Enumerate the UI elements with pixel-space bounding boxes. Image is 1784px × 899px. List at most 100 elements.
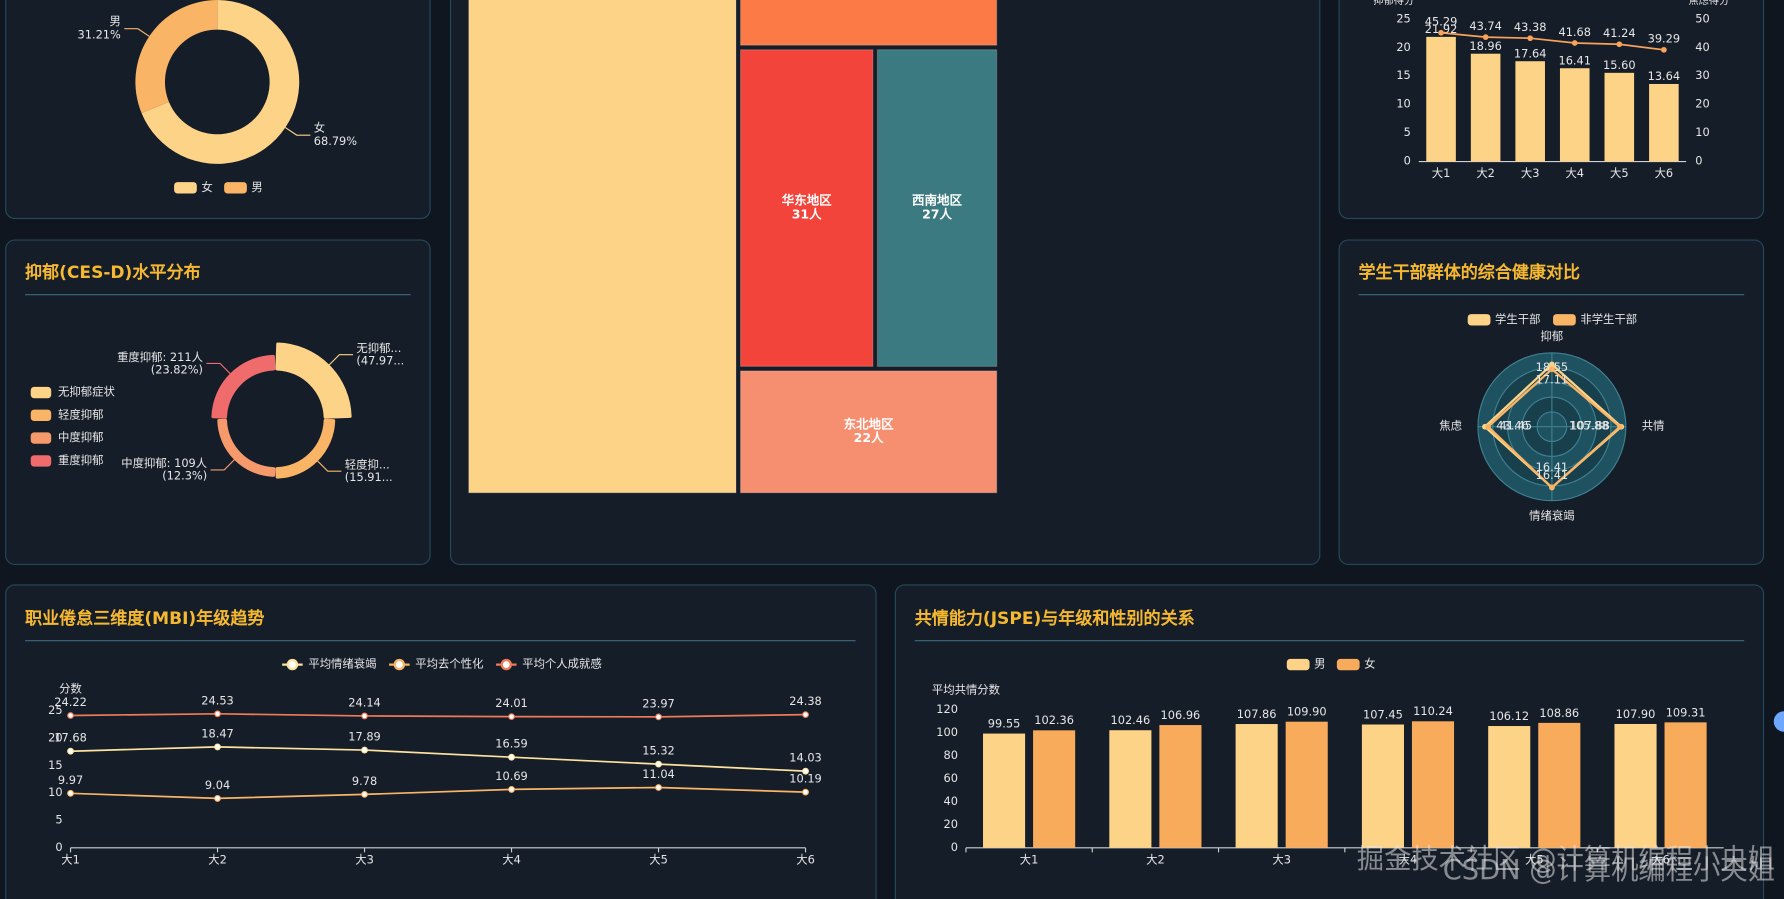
line-point [508,785,515,793]
legend-swatch [1467,314,1491,326]
slice-label: 男 [109,14,120,28]
data-label: 21.92 [1425,22,1458,36]
y-tick-label: 80 [944,748,958,762]
panel [5,584,877,899]
legend-label: 女 [1364,657,1375,671]
bar [1285,721,1328,848]
treemap-cell [739,0,998,46]
data-label: 24.53 [201,693,234,707]
line-point [655,713,662,721]
slice-value: (12.3%) [162,469,207,483]
data-label: 41.45 [1499,419,1532,433]
line-point [1616,41,1623,48]
bar [1559,68,1590,162]
float-button[interactable] [1773,711,1784,732]
x-tick-label: 大2 [1476,166,1495,180]
bar [1109,730,1152,848]
line-point [67,712,74,719]
y-tick-label: 25 [48,703,62,717]
legend-label: 无抑郁症状 [58,385,115,399]
x-tick-label: 大6 [796,852,815,866]
y-tick-label: 10 [48,785,62,799]
slice-value: (47.97... [356,354,404,368]
legend-swatch [30,432,52,444]
radar-point [1485,423,1491,430]
y2-tick-label: 50 [1695,11,1709,25]
line-point [214,710,221,718]
rose-slice [217,418,276,477]
data-label: 24.22 [54,695,87,709]
slice-label: 女 [314,120,325,134]
bar [1235,724,1278,848]
data-label: 102.46 [1110,713,1150,727]
line-point [1438,29,1444,36]
radar-point [1617,423,1623,430]
panel [5,0,431,220]
x-tick-label: 大5 [1610,166,1629,180]
bar [1159,725,1202,848]
data-label: 17.64 [1514,46,1547,60]
data-label: 109.31 [1666,705,1706,719]
y-tick-label: 5 [55,812,62,826]
data-label: 41.24 [1603,26,1636,40]
data-label: 16.41 [1536,468,1569,482]
line-point [1571,40,1578,46]
data-label: 41.68 [1558,25,1591,39]
line-point [361,746,368,754]
legend-label: 平均个人成就感 [522,657,602,671]
radar-point [1549,484,1555,491]
y2-tick-label: 20 [1695,97,1709,111]
bar [983,733,1026,848]
line-point [214,743,221,751]
line-point [802,767,809,775]
y-tick-label: 20 [1396,40,1410,54]
data-label: 39.29 [1648,32,1681,46]
x-tick-label: 大3 [355,852,374,866]
line [1440,31,1664,51]
legend-label: 轻度抑郁 [58,407,103,421]
y-tick-label: 100 [936,725,958,739]
y-tick-label: 25 [1396,11,1410,25]
y2-tick-label: 0 [1695,154,1702,168]
data-label: 24.38 [789,694,822,708]
data-label: 15.60 [1603,58,1636,72]
cell-value: 27人 [922,206,952,221]
leader-line [285,127,311,136]
slice-label: 轻度抑... [345,458,390,472]
line-point [655,760,662,768]
x-tick-label: 大3 [1521,166,1540,180]
bar [1538,722,1581,848]
slice-value: (23.82%) [151,362,203,376]
data-label: 106.96 [1161,708,1201,722]
cell-label: 西南地区 [912,193,962,208]
line-point [67,789,74,797]
treemap-cell [739,49,874,367]
data-label: 18.47 [201,726,234,740]
legend-dot [393,658,406,671]
cell-label: 东北地区 [844,417,894,432]
legend-swatch [30,455,52,467]
data-label: 107.45 [1363,707,1403,721]
line-point [508,713,515,721]
rose-slice [275,342,352,419]
chart-title: 学生干部群体的综合健康对比 [1358,262,1580,283]
data-label: 16.59 [495,737,528,751]
data-label: 9.04 [205,778,230,792]
data-label: 17.11 [1536,373,1569,387]
y-tick-label: 20 [944,817,958,831]
treemap-cell [468,0,737,494]
data-label: 109.90 [1287,705,1327,719]
x-tick-label: 大1 [1020,852,1039,866]
y-tick-label: 120 [936,702,958,716]
legend-swatch [1336,658,1360,671]
line [70,786,806,800]
data-label: 17.89 [348,730,381,744]
x-tick-label: 大4 [1399,852,1418,866]
data-label: 107.90 [1616,707,1656,721]
line-point [655,784,662,791]
y-tick-label: 0 [951,840,958,854]
data-label: 16.41 [1558,53,1591,67]
y-tick-label: 40 [944,794,958,808]
line [70,712,806,718]
